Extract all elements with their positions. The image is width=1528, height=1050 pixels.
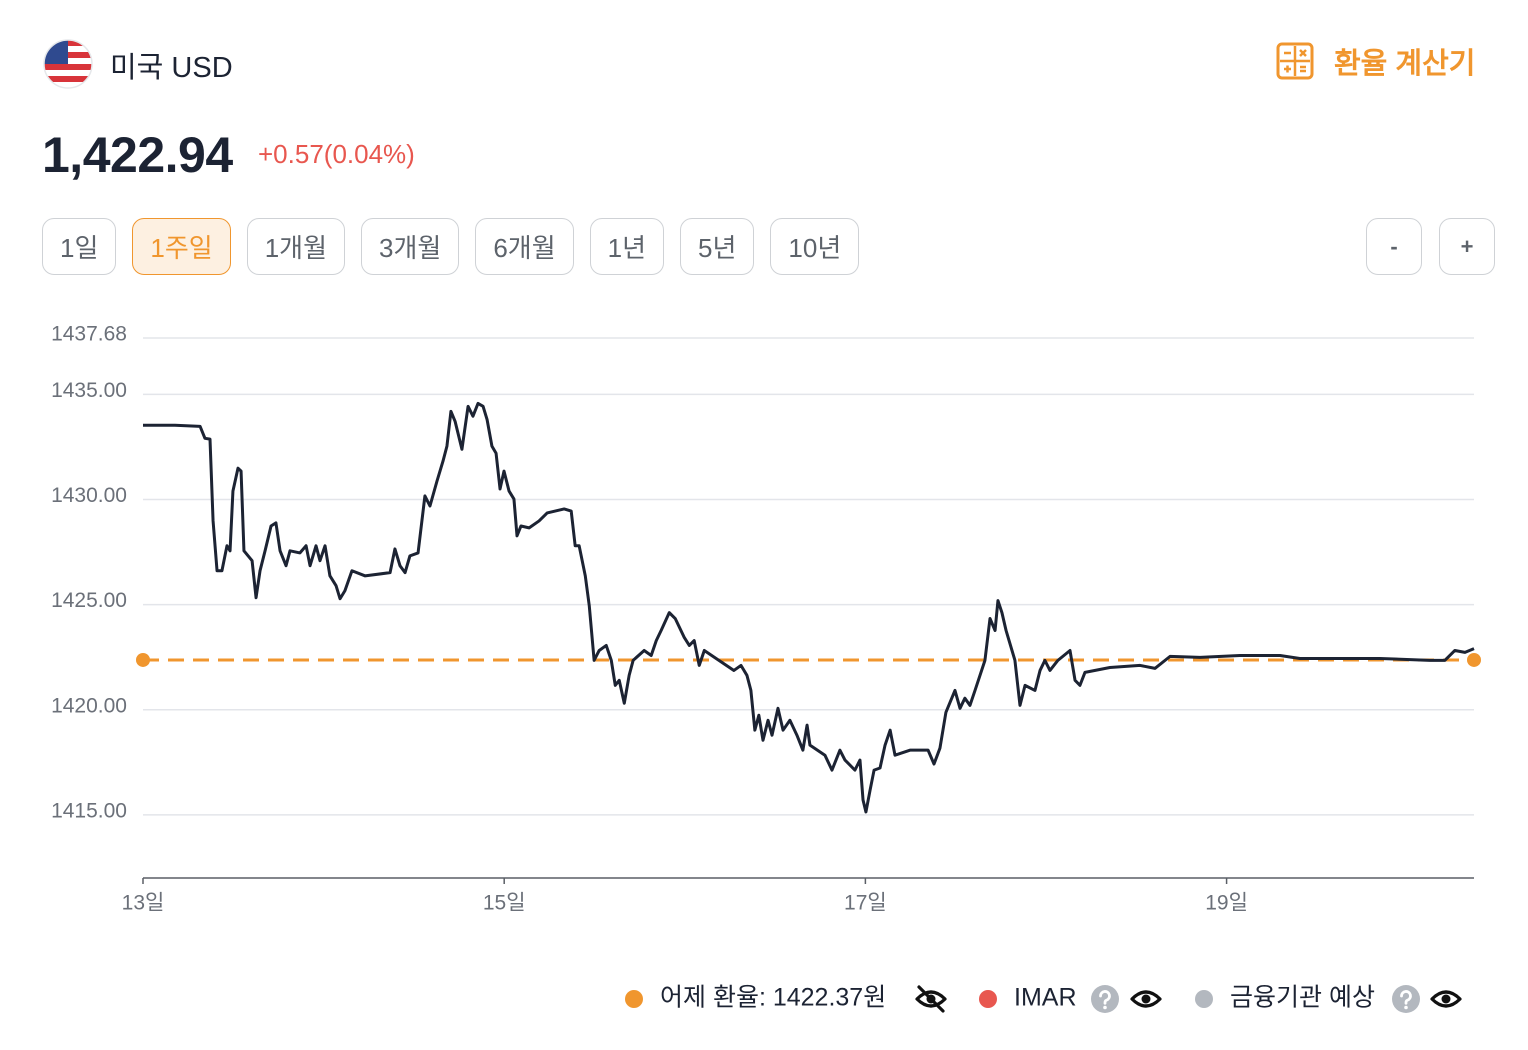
help-mark [1099,990,1111,1005]
visibility-toggle[interactable] [1430,990,1462,1008]
zoom-button[interactable]: - [1366,218,1422,275]
help-dot [1103,1005,1107,1010]
help-circle [1392,985,1420,1013]
help-dot [1404,1005,1408,1010]
price-change: +0.57(0.04%) [258,139,415,169]
period-tabs: 1일 1주일 1개월 3개월 6개월 1년 5년 10년 [42,218,860,275]
x-tick-label: 17일 [844,892,887,915]
legend-swatch [625,990,643,1008]
currency-name: 미국 USD [110,52,233,84]
legend-label: IMAR [1014,984,1077,1012]
eye-pupil [1141,994,1151,1004]
period-button[interactable]: 5년 [680,218,755,275]
help-icon [1091,985,1119,1013]
x-tick-label: 13일 [122,892,165,915]
calculator-label: 환율 계산기 [1334,48,1476,80]
period-button[interactable]: 1일 [42,218,117,275]
visibility-toggle[interactable] [915,985,947,1013]
reference-dot [1467,652,1481,667]
period-button[interactable]: 1년 [589,218,665,275]
zoom-controls: - + [1366,218,1495,275]
period-button[interactable]: 1개월 [246,218,346,275]
period-button[interactable]: 1주일 [132,218,231,275]
zoom-button[interactable]: + [1439,218,1495,275]
reference-dot [136,652,150,667]
eye-slash [917,985,945,1013]
y-tick-label: 1420.00 [51,694,127,717]
visibility-toggle[interactable] [1130,990,1162,1008]
period-button[interactable]: 6개월 [475,218,574,275]
calculator-button[interactable]: 환율 계산기 [1276,40,1475,82]
x-tick-label: 19일 [1205,892,1248,915]
help-circle [1091,985,1119,1013]
eye-pupil [1441,994,1451,1004]
price: 1,422.94 [42,127,233,183]
legend-swatch [979,990,997,1008]
y-tick-label: 1425.00 [51,589,127,612]
flag [43,39,93,89]
y-tick-label: 1415.00 [51,799,127,822]
help-mark [1400,990,1412,1005]
period-button[interactable]: 3개월 [361,218,460,275]
calculator-icon [1276,42,1314,80]
eye-shape [1130,990,1162,1008]
y-tick-label: 1430.00 [51,484,127,507]
price-line [143,401,1475,814]
help-icon [1392,985,1420,1013]
period-button[interactable]: 10년 [770,218,860,275]
legend-swatch [1195,990,1213,1008]
y-tick-label: 1435.00 [51,379,127,402]
legend-label: 금융기관 예상 [1230,984,1375,1012]
x-tick-label: 15일 [483,892,526,915]
legend-label: 어제 환율: 1422.37원 [660,984,886,1012]
y-tick-label: 1437.68 [51,323,127,346]
eye-shape [1430,990,1462,1008]
